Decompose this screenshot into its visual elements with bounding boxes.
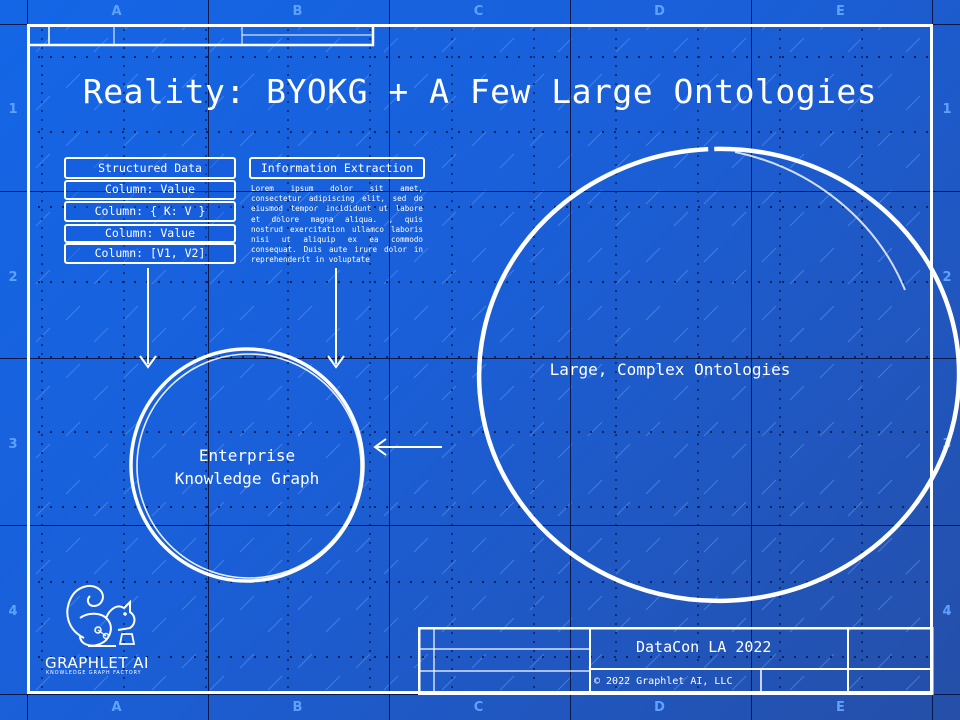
structured-data-row: Column: [V1, V2] <box>64 243 236 264</box>
zone-column-label: D <box>654 4 666 19</box>
frame-divider <box>208 0 209 720</box>
zone-row-label: 1 <box>8 102 18 117</box>
logo-tagline: KNOWLEDGE GRAPH FACTORY <box>46 671 142 676</box>
zone-row-label: 1 <box>942 102 952 117</box>
structured-data-row: Column: Value <box>64 224 236 243</box>
page-title: Reality: BYOKG + A Few Large Ontologies <box>82 72 878 111</box>
zone-row-label: 2 <box>8 270 18 285</box>
frame-divider <box>751 0 752 720</box>
frame-divider <box>570 0 571 720</box>
zone-column-label: B <box>292 4 304 19</box>
zone-column-label: D <box>654 700 666 715</box>
frame-divider <box>389 0 390 720</box>
zone-column-label: B <box>292 700 304 715</box>
frame-divider <box>0 525 960 526</box>
ontologies-circle <box>476 146 960 604</box>
event-name: DataCon LA 2022 <box>636 638 772 656</box>
zone-column-label: A <box>111 4 123 19</box>
structured-data-row: Column: Value <box>64 180 236 200</box>
information-extraction-header: Information Extraction <box>249 157 425 179</box>
logo-name: GRAPHLET AI <box>45 654 149 672</box>
enterprise-kg-label: Enterprise Knowledge Graph <box>147 444 347 490</box>
arrow-ontologies-to-ekg <box>373 438 442 456</box>
enterprise-kg-circle <box>129 347 365 583</box>
structured-data-header: Structured Data <box>64 157 236 179</box>
arrow-extraction-to-ekg <box>327 268 345 369</box>
zone-column-label: E <box>836 700 846 715</box>
zone-column-label: C <box>473 700 485 715</box>
revision-block <box>27 24 375 47</box>
zone-row-label: 3 <box>8 437 18 452</box>
copyright-text: © 2022 Graphlet AI, LLC <box>594 676 733 687</box>
enterprise-kg-line1: Enterprise <box>198 446 296 465</box>
zone-row-label: 4 <box>8 604 18 619</box>
zone-row-label: 4 <box>942 604 952 619</box>
squirrel-logo-icon <box>66 584 136 647</box>
ontologies-label: Large, Complex Ontologies <box>549 360 791 379</box>
structured-data-row: Column: { K: V } <box>64 201 236 222</box>
zone-column-label: E <box>836 4 846 19</box>
zone-row-label: 2 <box>942 270 952 285</box>
zone-column-label: C <box>473 4 485 19</box>
frame-divider <box>0 191 960 192</box>
zone-column-label: A <box>111 700 123 715</box>
information-extraction-text: Lorem ipsum dolor sit amet, consectetur … <box>251 184 423 265</box>
title-block <box>418 627 934 695</box>
enterprise-kg-line2: Knowledge Graph <box>174 469 320 488</box>
arrow-structured-to-ekg <box>139 268 157 369</box>
